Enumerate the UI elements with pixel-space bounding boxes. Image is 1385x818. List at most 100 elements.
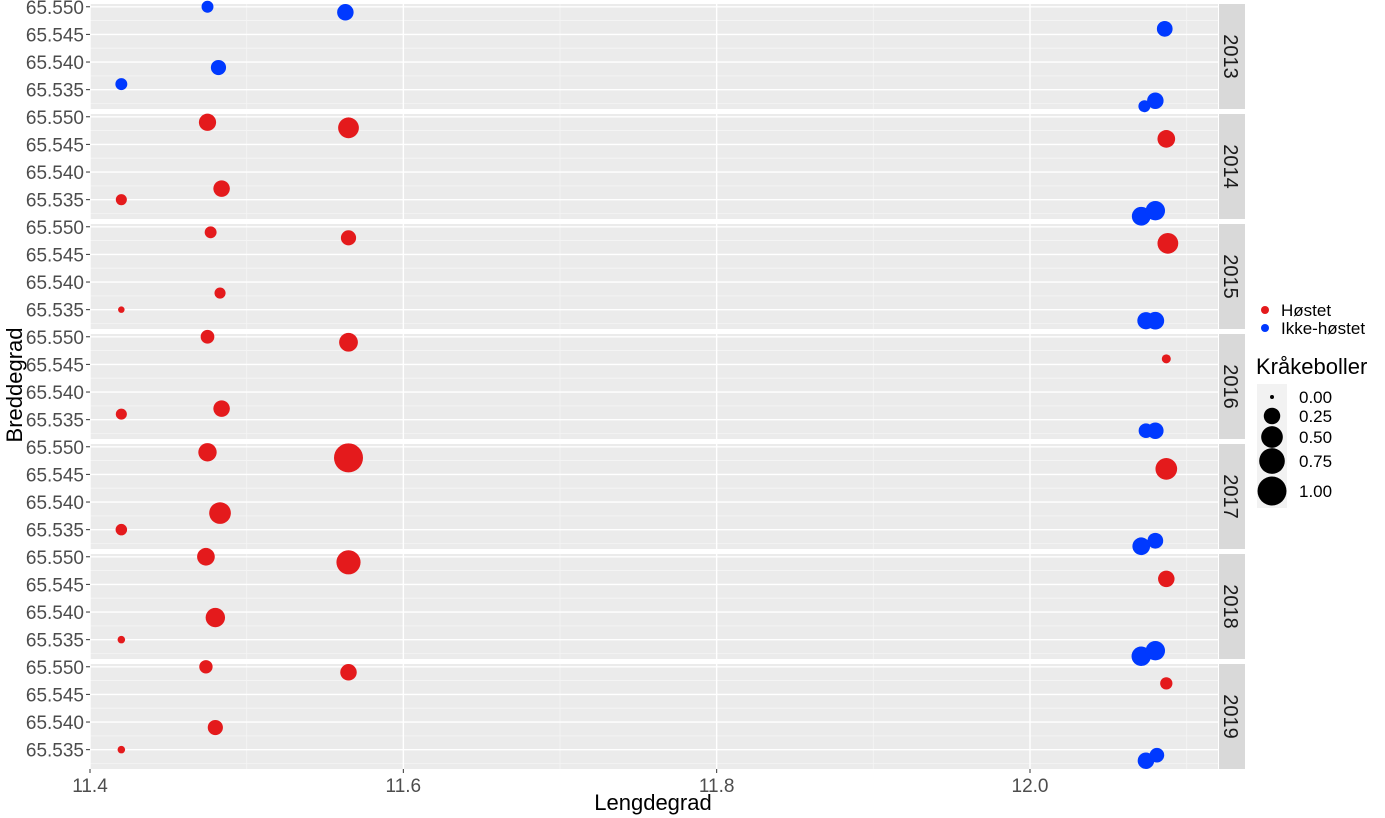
data-point: [210, 59, 227, 76]
y-tick-label: 65.550: [26, 328, 84, 349]
data-point: [213, 400, 230, 417]
facet-strip: [1219, 224, 1245, 329]
y-tick-label: 65.540: [26, 493, 84, 514]
data-point: [115, 78, 128, 91]
y-tick-label: 65.535: [26, 411, 84, 432]
panel-background: [90, 664, 1218, 769]
facet-strip-label: 2017: [1219, 474, 1241, 519]
facet-strip-label: 2014: [1219, 144, 1241, 189]
data-point: [115, 523, 128, 536]
size-legend-label: 0.50: [1299, 428, 1332, 447]
y-tick-label: 65.545: [26, 575, 84, 596]
data-point: [340, 664, 357, 681]
y-tick-label: 65.540: [26, 713, 84, 734]
y-axis-label: Breddegrad: [2, 328, 27, 443]
y-tick-label: 65.550: [26, 658, 84, 679]
color-legend-key: [1261, 324, 1269, 332]
y-tick-label: 65.545: [26, 465, 84, 486]
data-point: [1155, 458, 1178, 480]
data-point: [1138, 100, 1151, 113]
y-tick-label: 65.535: [26, 521, 84, 542]
data-point: [209, 502, 231, 524]
data-point: [200, 329, 215, 344]
y-tick-label: 65.550: [26, 0, 84, 19]
data-point: [117, 745, 126, 754]
data-point: [197, 547, 215, 566]
data-point: [1147, 92, 1164, 109]
panel-background: [90, 224, 1218, 329]
data-point: [1157, 232, 1179, 254]
facet-panel-2018: 2018 65.535 65.540 65.545 65.550: [26, 548, 1245, 659]
facet-strip-label: 2018: [1219, 584, 1241, 629]
data-point: [213, 180, 230, 197]
data-point: [336, 550, 361, 575]
data-point: [1161, 354, 1171, 364]
y-tick-label: 65.545: [26, 135, 84, 156]
data-point: [118, 306, 125, 313]
size-legend-label: 0.00: [1299, 388, 1332, 407]
y-tick-label: 65.535: [26, 741, 84, 762]
size-legend-key: [1257, 476, 1287, 506]
size-legend-key: [1259, 448, 1285, 474]
data-points: [115, 0, 1179, 769]
size-legend-key: [1261, 426, 1283, 448]
panel-background: [90, 554, 1218, 659]
x-axis-label: Lengdegrad: [594, 790, 711, 815]
facet-strip: [1219, 114, 1245, 219]
data-point: [1147, 422, 1164, 439]
x-tick-label: 11.4: [72, 776, 108, 797]
data-point: [1149, 747, 1165, 763]
y-tick-label: 65.540: [26, 163, 84, 184]
facet-strip-label: 2019: [1219, 694, 1241, 739]
facet-panel-2017: 2017 65.535 65.540 65.545 65.550: [26, 438, 1245, 549]
data-point: [1158, 570, 1175, 588]
y-tick-label: 65.535: [26, 631, 84, 652]
y-tick-label: 65.545: [26, 25, 84, 46]
panel-background: [90, 334, 1218, 439]
facet-strip: [1219, 664, 1245, 769]
data-point: [207, 719, 223, 736]
facet-strip-label: 2015: [1219, 254, 1241, 299]
facet-strip-label: 2013: [1219, 34, 1241, 79]
data-point: [201, 0, 214, 13]
data-point: [199, 660, 213, 674]
panel-background: [90, 444, 1218, 549]
data-point: [117, 635, 126, 644]
y-tick-label: 65.540: [26, 53, 84, 74]
data-point: [339, 332, 358, 352]
y-tick-label: 65.545: [26, 245, 84, 266]
size-legend-title: Kråkeboller: [1256, 354, 1367, 379]
axes: Lengdegrad Breddegrad 11.4 11.6 11.8 12.0: [2, 328, 1048, 815]
y-tick-label: 65.550: [26, 108, 84, 129]
size-legend-key: [1263, 407, 1281, 425]
facet-strip: [1219, 4, 1245, 109]
data-point: [1145, 201, 1166, 221]
data-point: [1160, 677, 1173, 690]
color-legend-label: Høstet: [1281, 301, 1331, 320]
data-point: [115, 194, 127, 206]
y-tick-label: 65.545: [26, 355, 84, 376]
size-legend-key: [1270, 395, 1274, 399]
data-point: [214, 287, 226, 299]
data-point: [337, 4, 354, 21]
y-tick-label: 65.540: [26, 603, 84, 624]
y-tick-label: 65.540: [26, 273, 84, 294]
data-point: [340, 230, 357, 246]
color-legend-label: Ikke-høstet: [1281, 319, 1365, 338]
data-point: [198, 443, 217, 462]
facet-panel-2019: 2019 65.535 65.540 65.545 65.550: [26, 658, 1245, 769]
panel-background: [90, 4, 1218, 109]
y-tick-label: 65.550: [26, 438, 84, 459]
x-tick-label: 12.0: [1012, 776, 1049, 797]
data-point: [198, 113, 217, 131]
size-legend-label: 1.00: [1299, 482, 1332, 501]
data-point: [1145, 641, 1166, 661]
data-point: [1156, 21, 1173, 37]
data-point: [1146, 311, 1165, 330]
y-tick-label: 65.550: [26, 548, 84, 569]
facet-panel-2013: 2013 65.535 65.540 65.545 65.550: [26, 0, 1245, 109]
facet-strip-label: 2016: [1219, 364, 1241, 409]
data-point: [1147, 532, 1164, 549]
